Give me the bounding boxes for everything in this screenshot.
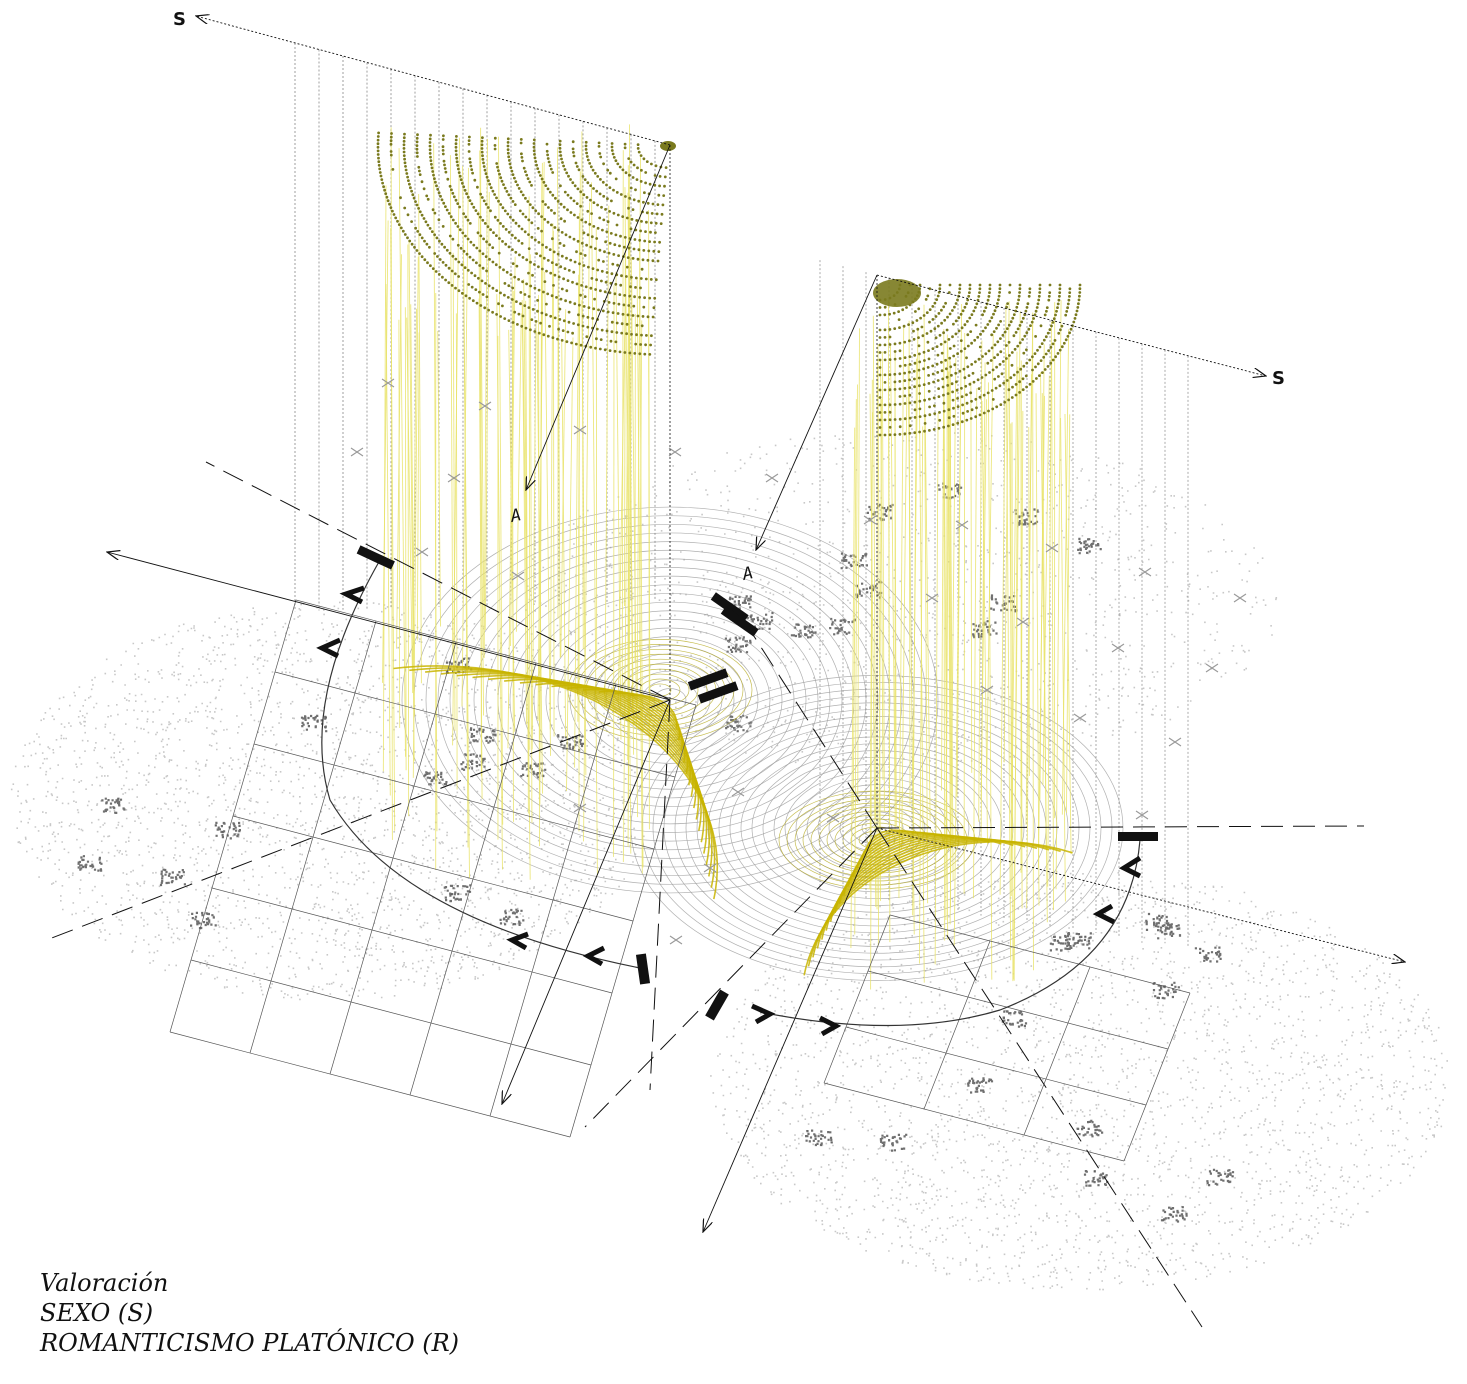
ground-axis-right-y (703, 828, 877, 1232)
projection-line-right (1056, 300, 1061, 889)
map-speckle-right-cluster (805, 913, 1234, 1223)
projection-line-left (553, 231, 554, 737)
cross-marker (382, 379, 394, 387)
grid-line-left (570, 705, 696, 1137)
dashed-diagonal-left-a (206, 462, 670, 700)
a-axis-label-right: A (740, 563, 755, 585)
projection-line-right (971, 382, 972, 773)
bar-mark (705, 990, 729, 1021)
projection-line-left (419, 194, 422, 683)
projection-line-left (450, 155, 452, 654)
s-axis-label-left: S (173, 9, 186, 30)
projection-line-right (1000, 304, 1006, 895)
projection-line-right (1062, 329, 1068, 814)
projection-line-right (1052, 350, 1054, 910)
ground-grid-right (824, 915, 1190, 1161)
grid-line-right (924, 941, 990, 1109)
projection-line-right (1033, 313, 1034, 971)
grid-line-left (170, 600, 296, 1032)
legend-title: Valoración (40, 1268, 459, 1298)
cross-marker (1234, 594, 1246, 602)
grid-line-right (824, 915, 890, 1083)
ground-axis-right-x (877, 828, 1405, 962)
projection-line-left (417, 332, 419, 640)
a-axis-label-left: A (508, 505, 523, 527)
projection-line-right (1065, 414, 1071, 854)
bar-mark (1118, 832, 1158, 841)
origin-cluster-right (873, 279, 921, 307)
projection-line-right (1029, 427, 1030, 776)
cross-marker (766, 474, 778, 482)
ground-grid-left (170, 600, 696, 1137)
map-texture-left (11, 602, 648, 1001)
cross-marker (669, 448, 681, 456)
projection-line-right (973, 388, 976, 898)
map-speckle-left (11, 602, 648, 1001)
cross-marker (512, 572, 524, 580)
grid-line-right (868, 971, 1168, 1049)
projection-lines-right (851, 300, 1071, 989)
projection-line-right (899, 326, 904, 898)
projection-line-left (399, 148, 405, 757)
dashed-diagonal-left-c (650, 700, 670, 1090)
projection-line-left (386, 284, 390, 796)
projection-line-right (981, 399, 986, 800)
cross-marker (1169, 738, 1181, 746)
projection-line-left (566, 337, 572, 790)
grid-line-right (824, 1083, 1124, 1161)
cross-marker (1112, 644, 1124, 652)
chevron-mark (820, 1018, 836, 1034)
grid-line-left (330, 642, 456, 1074)
projection-line-left (405, 307, 406, 770)
cross-marker (351, 448, 363, 456)
legend-romanticismo: ROMANTICISMO PLATÓNICO (R) (40, 1328, 459, 1358)
s-axis-left (196, 16, 670, 145)
grid-line-right (846, 1027, 1146, 1105)
projection-line-left (408, 245, 409, 817)
projection-line-right (913, 328, 918, 774)
projection-line-right (889, 300, 890, 816)
projection-line-right (890, 344, 894, 789)
s-axis-label-right: S (1272, 368, 1285, 389)
grid-line-left (490, 684, 616, 1116)
projection-line-left (622, 150, 623, 695)
vertical-panel-left (295, 43, 655, 611)
grid-line-right (1124, 993, 1190, 1161)
cross-marker (1074, 714, 1086, 722)
projection-line-right (1048, 322, 1052, 887)
cross-marker (1206, 664, 1218, 672)
projection-line-left (550, 223, 553, 729)
projection-line-left (391, 127, 392, 839)
cross-marker (1139, 568, 1151, 576)
chevron-mark (588, 948, 604, 964)
projection-line-right (964, 333, 965, 894)
legend: Valoración SEXO (S) ROMANTICISMO PLATÓNI… (40, 1268, 459, 1358)
chevron-mark (512, 934, 528, 948)
projection-line-left (463, 166, 470, 878)
cross-marker (574, 426, 586, 434)
legend-sexo: SEXO (S) (40, 1298, 459, 1328)
chevron-mark (1124, 858, 1140, 876)
projection-line-left (618, 306, 625, 705)
cross-marker (670, 936, 682, 944)
s-axis-right (877, 275, 1266, 376)
bar-mark (636, 953, 650, 984)
